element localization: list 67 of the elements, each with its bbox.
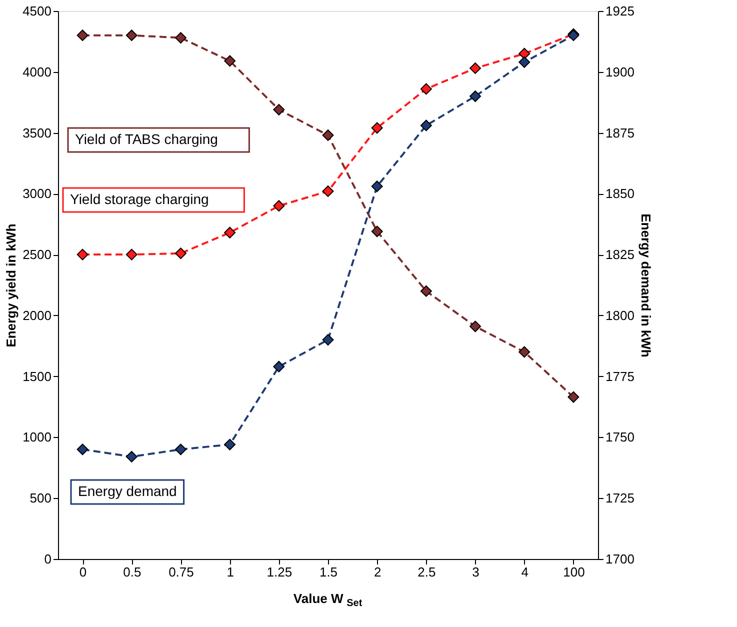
x-tick-label: 3 [472, 564, 480, 580]
y-tick-label: 3000 [22, 186, 52, 202]
point [126, 450, 138, 462]
point [273, 200, 285, 212]
y2-tick-label: 1775 [606, 368, 634, 384]
x-tick-label: 4 [521, 564, 528, 580]
point [76, 444, 88, 456]
y2-tick-label: 1750 [606, 430, 634, 445]
y2-tick-label: 1900 [606, 64, 634, 80]
point [322, 334, 334, 346]
x-tick-label: 100 [563, 564, 585, 580]
text: Yield storage charging [70, 191, 209, 207]
x-tick-label: 1.25 [266, 564, 292, 580]
y2-tick-label: 1925 [606, 4, 634, 18]
point [371, 226, 383, 238]
point [371, 122, 383, 134]
text: Energy demand [78, 483, 177, 499]
y-tick-label: 2500 [22, 247, 52, 262]
point [518, 346, 530, 358]
x-tick-label: 0.5 [123, 564, 142, 580]
x-tick-label: 2.5 [418, 564, 436, 580]
y-tick-label: 500 [30, 490, 52, 506]
point [273, 104, 285, 116]
y2-tick-label: 1700 [606, 552, 634, 566]
y-tick-label: 2000 [22, 308, 52, 323]
y-tick-label: 4500 [22, 4, 52, 18]
point [273, 360, 285, 372]
y2-tick-label: 1875 [606, 125, 634, 140]
point [470, 62, 482, 74]
x-tick-label: 1.5 [319, 564, 338, 580]
point [126, 30, 138, 42]
point [322, 129, 334, 141]
y-tick-label: 4000 [22, 64, 52, 80]
point [420, 83, 432, 95]
point [420, 285, 432, 297]
text: Yield of TABS charging [75, 131, 218, 147]
x-tick-label: 1 [226, 564, 234, 580]
point [470, 320, 482, 332]
x-tick-label: 0.75 [168, 564, 194, 580]
y2-axis-title: Energy demand in kWh [638, 214, 654, 358]
point [174, 444, 186, 456]
y2-tick-label: 1850 [606, 186, 634, 202]
y-tick-label: 1500 [22, 368, 52, 384]
point [518, 48, 530, 60]
y2-tick-label: 1800 [606, 308, 634, 323]
x-tick-label: 0 [79, 564, 87, 580]
point [470, 90, 482, 102]
y-axis-title: Energy yield in kWh [4, 224, 19, 348]
y2-tick-label: 1725 [606, 490, 634, 506]
point [224, 226, 236, 238]
point [420, 120, 432, 132]
point [322, 185, 334, 197]
point [174, 248, 186, 260]
point [224, 55, 236, 67]
point [76, 30, 88, 42]
point [371, 180, 383, 192]
y-tick-label: 1000 [22, 430, 52, 445]
y-tick-label: 3500 [22, 125, 52, 140]
y-tick-label: 0 [44, 552, 52, 566]
y2-tick-label: 1825 [606, 247, 634, 262]
point [224, 438, 236, 450]
point [126, 248, 138, 260]
point [76, 248, 88, 260]
point [518, 56, 530, 68]
point [174, 32, 186, 44]
point [568, 391, 580, 403]
x-tick-label: 2 [374, 564, 382, 580]
